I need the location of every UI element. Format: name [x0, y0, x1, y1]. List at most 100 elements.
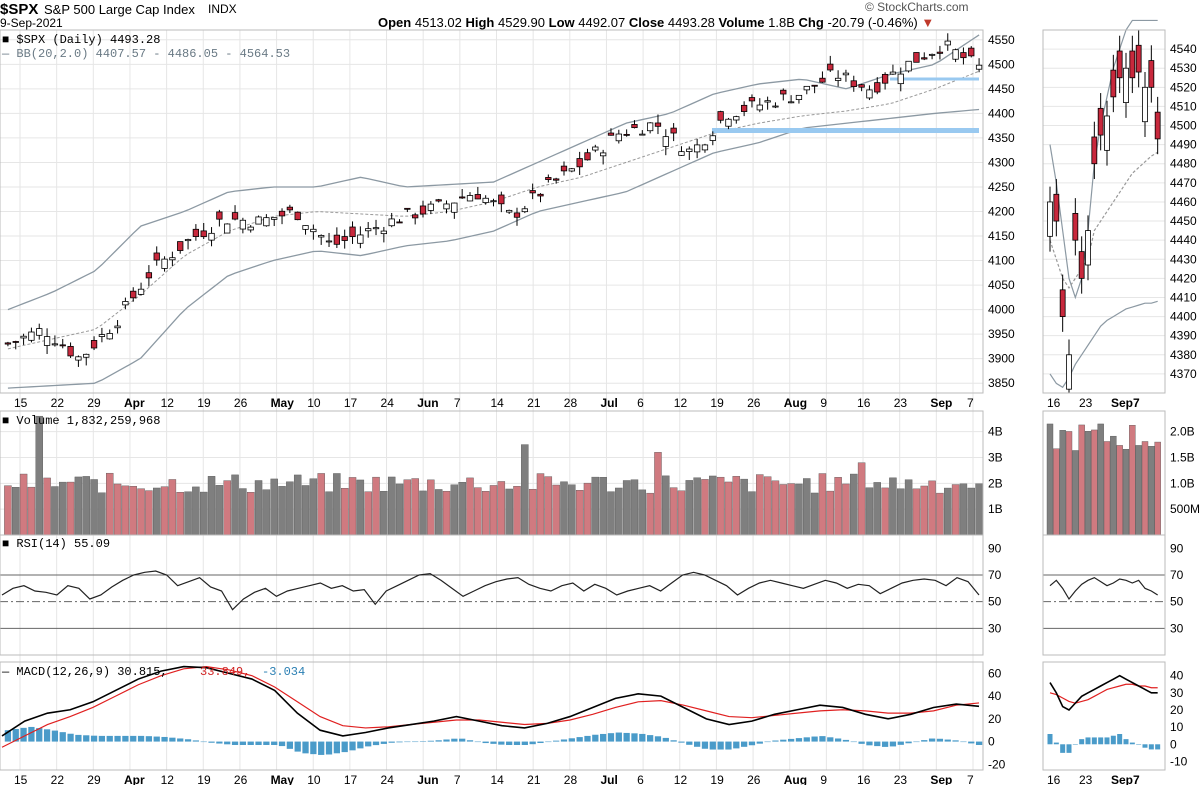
- macd-histogram-bar: [106, 735, 113, 742]
- macd-histogram-bar: [693, 741, 701, 747]
- volume-bar: [497, 481, 506, 536]
- side-candle-body: [1135, 44, 1142, 73]
- volume-bar: [286, 481, 294, 536]
- volume-bar: [873, 482, 881, 536]
- volume-legend: ■ Volume 1,832,259,968: [2, 414, 160, 428]
- macd-histogram-bar: [247, 741, 254, 745]
- volume-bar: [348, 477, 357, 536]
- volume-bar: [936, 492, 944, 536]
- x-tick-label: 12: [674, 396, 688, 410]
- x-tick-label: Jul: [600, 396, 617, 410]
- volume-bar: [583, 482, 592, 536]
- macd-histogram-bar: [365, 741, 372, 747]
- macd-histogram-bar: [466, 740, 474, 742]
- macd-histogram-bar: [701, 741, 709, 749]
- volume-bar: [677, 490, 686, 536]
- macd-histogram-bar: [130, 735, 137, 742]
- candle-body: [576, 158, 583, 168]
- candle-body: [443, 203, 450, 210]
- side-volume-bar: [1059, 430, 1066, 536]
- bb-lower-line: [7, 108, 980, 389]
- candle-body: [325, 240, 333, 243]
- volume-tick-label: 2B: [988, 476, 1003, 490]
- side-macd-histogram-bar: [1117, 734, 1123, 745]
- volume-bar: [427, 479, 435, 536]
- volume-bar: [771, 480, 780, 536]
- volume-bar: [897, 488, 905, 536]
- candle-body: [529, 190, 536, 194]
- high-label: High: [465, 15, 495, 30]
- volume-bar: [544, 476, 553, 536]
- candle-body: [4, 342, 12, 345]
- volume-bar: [442, 490, 451, 536]
- volume-bar: [521, 444, 529, 536]
- candle-body: [459, 196, 466, 199]
- macd-tick-label: 40: [988, 689, 1002, 703]
- side-candle-body: [1066, 354, 1072, 390]
- volume-bar: [638, 489, 647, 536]
- rsi-tick-label: 70: [988, 568, 1002, 582]
- volume-bar: [701, 479, 709, 536]
- candle-body: [975, 64, 983, 70]
- volume-bar: [865, 487, 874, 536]
- bb-middle-line: [7, 70, 980, 350]
- price-tick-label: 4500: [988, 57, 1015, 71]
- macd-histogram-bar: [302, 741, 309, 754]
- side-volume-tick-label: 1.5B: [1170, 451, 1195, 465]
- macd-histogram-bar: [592, 734, 599, 742]
- volume-bar: [12, 487, 20, 536]
- candle-body: [255, 216, 262, 225]
- macd-histogram-bar: [427, 740, 434, 742]
- side-x-tick-label: 16: [1047, 396, 1061, 410]
- side-volume-bar: [1148, 446, 1155, 536]
- side-rsi-tick-label: 30: [1170, 621, 1184, 635]
- macd-histogram-bar: [490, 741, 497, 744]
- macd-histogram-bar: [709, 741, 716, 750]
- macd-histogram-bar: [4, 730, 12, 742]
- side-macd-histogram-bar: [1110, 735, 1116, 745]
- x-tick-label-bottom: Jul: [600, 773, 617, 785]
- macd-histogram-bar: [975, 741, 983, 745]
- side-volume-bar: [1122, 448, 1130, 536]
- candle-body: [153, 252, 160, 261]
- side-price-tick-label: 4440: [1170, 233, 1197, 247]
- macd-histogram-bar: [404, 741, 411, 743]
- side-macd-histogram-bar: [1136, 744, 1142, 745]
- macd-tick-label: 20: [988, 712, 1002, 726]
- candle-body: [357, 234, 364, 244]
- volume-bar: [536, 473, 545, 536]
- candle-body: [435, 199, 442, 202]
- price-tick-label: 3950: [988, 327, 1015, 341]
- side-volume-bar: [1110, 435, 1117, 536]
- candle-body: [928, 53, 936, 56]
- candle-body: [513, 212, 521, 218]
- candle-body: [834, 77, 842, 81]
- candle-body: [59, 344, 66, 347]
- volume-bar: [928, 480, 936, 536]
- volume-bar: [262, 489, 271, 536]
- volume-bar: [419, 490, 427, 536]
- side-macd-histogram-bar: [1098, 737, 1104, 745]
- side-candle-body: [1078, 251, 1085, 279]
- candle-body: [184, 239, 192, 242]
- macd-histogram-bar: [12, 729, 19, 742]
- volume-bar: [662, 475, 670, 536]
- x-tick-label-bottom: 17: [344, 773, 358, 785]
- side-volume-tick-label: 2.0B: [1170, 425, 1195, 439]
- side-candle-body: [1142, 86, 1148, 123]
- candle-body: [811, 84, 818, 87]
- candle-body: [803, 85, 810, 91]
- volume-bar: [43, 477, 51, 536]
- macd-histogram-bar: [224, 741, 231, 745]
- volume-bar: [732, 476, 741, 536]
- low-label: Low: [548, 15, 575, 30]
- candle-body: [286, 206, 294, 211]
- candle-body: [889, 71, 897, 75]
- candle-body: [106, 333, 113, 340]
- price-tick-label: 4150: [988, 229, 1015, 243]
- macd-line: [1, 665, 980, 737]
- candle-body: [780, 89, 787, 95]
- side-volume-bar: [1065, 431, 1073, 536]
- macd-histogram-bar: [733, 741, 740, 749]
- side-candle-body: [1059, 289, 1066, 317]
